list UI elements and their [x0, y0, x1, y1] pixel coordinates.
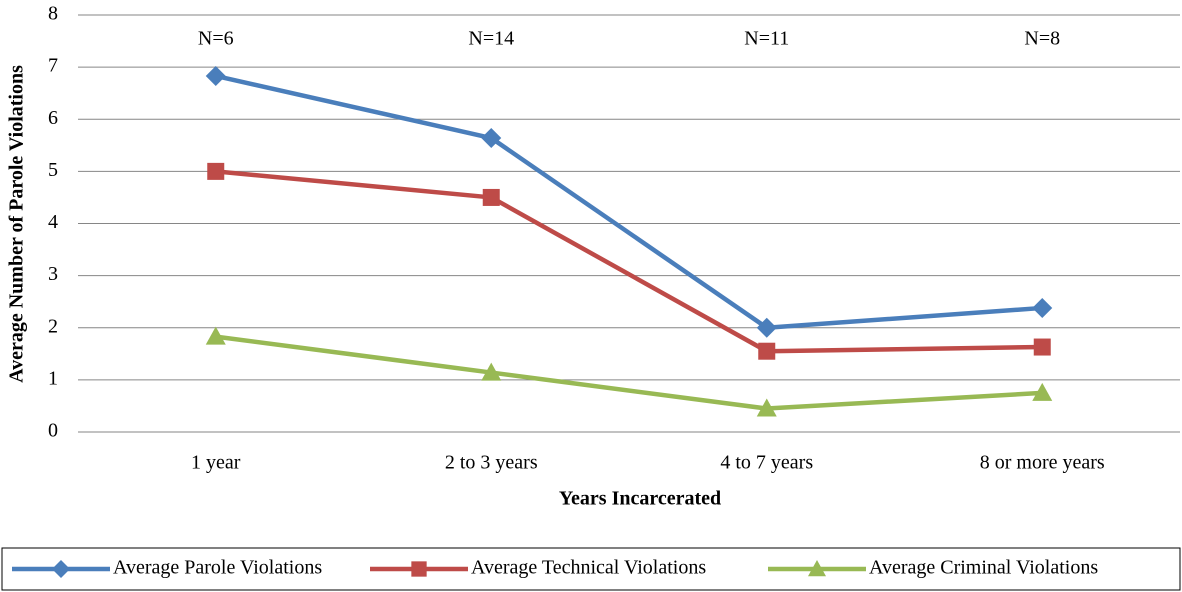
series-line — [215, 73, 1043, 330]
legend-marker — [411, 561, 427, 577]
marker — [756, 317, 777, 338]
annotation: N=14 — [468, 28, 514, 50]
series-line — [215, 169, 1043, 354]
legend-label: Average Criminal Violations — [869, 557, 1098, 579]
marker — [481, 128, 502, 149]
x-tick-label: 1 year — [191, 452, 241, 474]
y-tick-label: 1 — [48, 367, 58, 389]
y-tick-label: 8 — [48, 3, 58, 25]
y-tick-label: 7 — [48, 55, 58, 77]
y-tick-label: 0 — [48, 420, 58, 442]
legend-marker — [808, 560, 826, 577]
x-tick-label: 2 to 3 years — [445, 452, 538, 474]
marker — [1033, 338, 1051, 356]
x-tick-label: 8 or more years — [980, 452, 1105, 474]
y-tick-label: 6 — [48, 107, 58, 129]
marker — [481, 362, 502, 381]
legend-box — [1, 547, 1181, 591]
annotation: N=6 — [198, 28, 234, 50]
annotation: N=11 — [744, 28, 789, 50]
legend-label: Average Technical Violations — [471, 557, 706, 579]
legend-label: Average Parole Violations — [113, 557, 322, 579]
marker — [207, 162, 225, 180]
y-tick-label: 4 — [48, 211, 58, 233]
x-tick-label: 4 to 7 years — [720, 452, 813, 474]
y-tick-label: 5 — [48, 159, 58, 181]
marker — [758, 342, 776, 360]
series-line — [215, 334, 1043, 411]
x-axis-title: Years Incarcerated — [559, 488, 721, 510]
marker — [205, 326, 226, 345]
y-tick-label: 2 — [48, 315, 58, 337]
marker — [1032, 382, 1053, 401]
marker — [205, 65, 226, 86]
marker — [756, 398, 777, 417]
legend-marker — [52, 560, 70, 578]
marker — [482, 188, 500, 206]
marker — [1032, 297, 1053, 318]
y-tick-label: 3 — [48, 263, 58, 285]
annotation: N=8 — [1024, 28, 1060, 50]
y-axis-title: Average Number of Parole Violations — [6, 65, 28, 383]
